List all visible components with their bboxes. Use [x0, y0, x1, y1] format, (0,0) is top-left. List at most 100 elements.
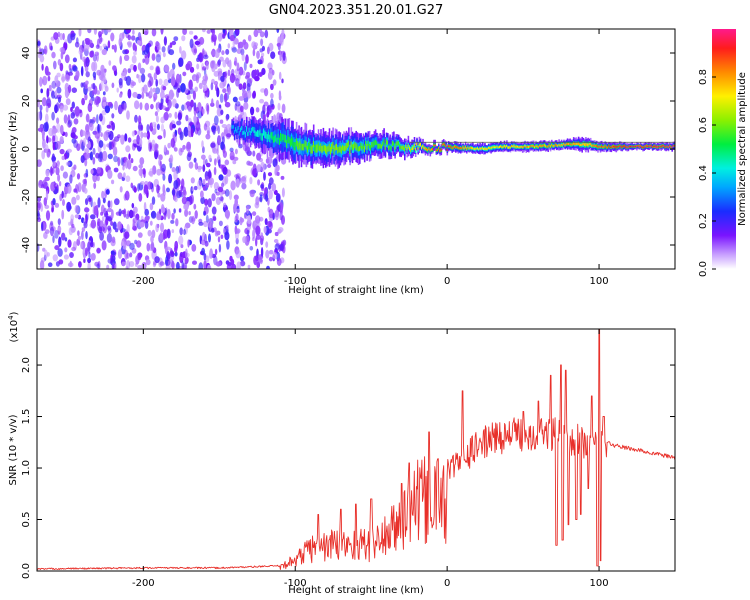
- ridge-mark: [485, 147, 487, 151]
- noise-speckle: [222, 150, 227, 158]
- noise-speckle: [242, 90, 248, 99]
- noise-speckle: [160, 90, 165, 99]
- ridge-mark: [438, 147, 440, 150]
- ridge-mark: [439, 149, 441, 152]
- ridge-mark: [513, 144, 515, 147]
- noise-speckle: [143, 201, 147, 212]
- ridge-mark: [661, 144, 664, 147]
- ridge-mark: [304, 140, 306, 148]
- noise-speckle: [54, 75, 59, 84]
- noise-speckle: [210, 82, 214, 91]
- noise-speckle: [124, 231, 130, 239]
- noise-speckle: [45, 169, 50, 177]
- noise-speckle: [53, 32, 59, 40]
- noise-speckle: [149, 87, 153, 96]
- noise-speckle: [150, 235, 154, 243]
- colorbar-tick-label: 0.8: [698, 69, 709, 85]
- noise-speckle: [61, 73, 65, 83]
- noise-speckle: [103, 143, 106, 151]
- noise-speckle: [47, 262, 53, 268]
- noise-speckle: [113, 155, 119, 163]
- ridge-mark: [507, 146, 509, 149]
- noise-speckle: [161, 163, 166, 172]
- noise-speckle: [265, 241, 269, 248]
- ridge-mark: [283, 134, 286, 143]
- noise-speckle: [254, 75, 260, 82]
- noise-speckle: [190, 177, 195, 184]
- noise-speckle: [210, 50, 216, 56]
- noise-speckle: [39, 54, 45, 63]
- noise-speckle: [166, 187, 170, 193]
- ridge-mark: [243, 130, 246, 135]
- noise-speckle: [88, 251, 91, 259]
- noise-speckle: [239, 216, 243, 226]
- ridge-mark: [267, 131, 270, 140]
- noise-speckle: [247, 90, 252, 99]
- ridge-mark: [456, 146, 458, 148]
- noise-speckle: [71, 127, 77, 134]
- noise-speckle: [83, 187, 88, 194]
- ridge-mark: [666, 145, 669, 147]
- noise-speckle: [235, 178, 240, 188]
- noise-speckle: [172, 98, 177, 108]
- ridge-mark: [447, 145, 450, 147]
- noise-speckle: [224, 231, 230, 241]
- noise-speckle: [191, 244, 197, 252]
- ridge-mark: [599, 146, 602, 148]
- noise-speckle: [163, 78, 169, 87]
- noise-speckle: [75, 194, 80, 201]
- noise-speckle: [113, 167, 119, 173]
- ridge-mark: [543, 144, 546, 147]
- ridge-mark: [569, 143, 571, 146]
- noise-speckle: [209, 177, 215, 185]
- noise-speckle: [89, 151, 93, 161]
- ridge-mark: [342, 144, 344, 151]
- noise-speckle: [238, 41, 244, 49]
- noise-speckle: [256, 152, 262, 161]
- ridge-mark: [656, 146, 659, 148]
- noise-speckle: [180, 83, 186, 93]
- noise-speckle: [183, 126, 189, 137]
- noise-speckle: [204, 198, 209, 206]
- noise-speckle: [232, 76, 237, 81]
- noise-speckle: [219, 93, 224, 104]
- ridge-mark: [582, 142, 585, 146]
- noise-speckle: [282, 52, 286, 61]
- noise-speckle: [69, 174, 73, 184]
- ridge-mark: [414, 148, 417, 151]
- noise-speckle: [127, 42, 132, 48]
- ridge-mark: [613, 145, 615, 148]
- ridge-mark: [238, 131, 241, 136]
- noise-speckle: [59, 62, 64, 72]
- noise-speckle: [102, 150, 108, 162]
- noise-speckle: [194, 162, 199, 170]
- ridge-mark: [490, 147, 492, 149]
- noise-speckle: [274, 165, 278, 176]
- noise-speckle: [37, 52, 41, 59]
- noise-speckle: [185, 114, 189, 122]
- ridge-mark: [338, 146, 340, 153]
- ridge-mark: [596, 144, 598, 148]
- noise-speckle: [77, 230, 80, 237]
- noise-speckle: [155, 79, 158, 87]
- noise-speckle: [58, 181, 62, 187]
- ridge-mark: [525, 146, 528, 149]
- ridge-mark: [457, 146, 460, 149]
- ridge-mark: [361, 145, 364, 151]
- ridge-mark: [532, 145, 535, 148]
- ridge-mark: [496, 145, 498, 148]
- noise-speckle: [129, 242, 135, 250]
- noise-speckle: [211, 29, 216, 36]
- noise-speckle: [127, 137, 132, 143]
- ridge-mark: [293, 142, 295, 150]
- ridge-mark: [249, 130, 252, 136]
- ridge-mark: [387, 140, 389, 145]
- ridge-mark: [537, 146, 540, 149]
- ridge-mark: [242, 131, 244, 135]
- noise-speckle: [64, 87, 69, 99]
- noise-speckle: [162, 184, 166, 195]
- noise-speckle: [51, 80, 57, 89]
- ridge-mark: [259, 129, 261, 136]
- ridge-mark: [645, 145, 648, 147]
